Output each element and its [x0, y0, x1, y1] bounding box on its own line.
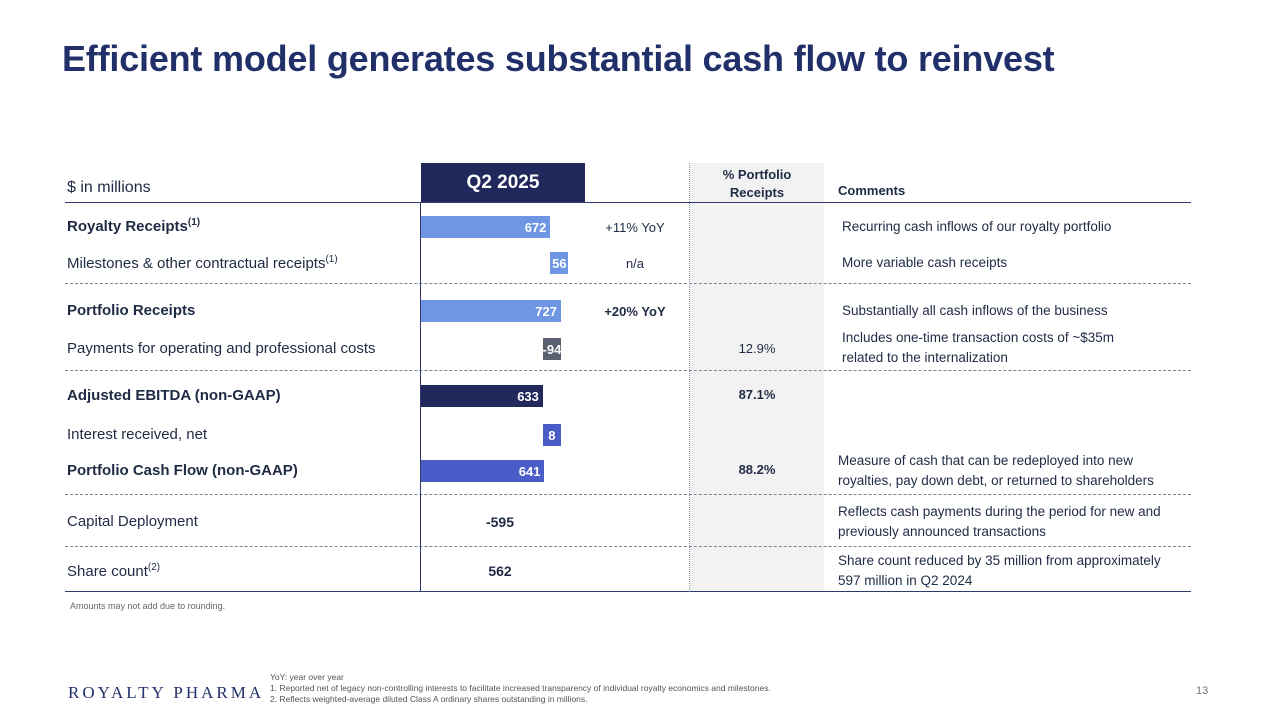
- row-divider: [65, 370, 1191, 371]
- row-label-portfolio-cash-flow: Portfolio Cash Flow (non-GAAP): [67, 462, 298, 479]
- bar-axis: [420, 203, 421, 592]
- comment-pcf-line1: Measure of cash that can be redeployed i…: [838, 453, 1133, 468]
- bar-royalty-receipts: 672: [421, 216, 551, 238]
- row-label-adjusted-ebitda: Adjusted EBITDA (non-GAAP): [67, 387, 281, 404]
- footnote-yoy: YoY: year over year: [270, 672, 344, 682]
- page-number: 13: [1196, 685, 1209, 697]
- comment-milestones: More variable cash receipts: [842, 255, 1008, 270]
- row-divider: [65, 546, 1191, 547]
- period-header: Q2 2025: [421, 163, 585, 203]
- row-divider: [65, 283, 1191, 284]
- comment-payments-line1: Includes one-time transaction costs of ~…: [842, 330, 1115, 345]
- value-share-count: 562: [488, 563, 512, 579]
- comment-payments: Includes one-time transaction costs of ~…: [842, 328, 1114, 368]
- row-label-portfolio-receipts: Portfolio Receipts: [67, 302, 196, 319]
- yoy-portfolio: +20% YoY: [604, 304, 666, 319]
- comment-pcf: Measure of cash that can be redeployed i…: [838, 451, 1154, 491]
- comment-capital: Reflects cash payments during the period…: [838, 502, 1161, 542]
- comment-pcf-line2: royalties, pay down debt, or returned to…: [838, 473, 1154, 488]
- rounding-note: Amounts may not add due to rounding.: [70, 601, 226, 611]
- comment-royalty: Recurring cash inflows of our royalty po…: [842, 219, 1112, 234]
- pct-ebitda: 87.1%: [738, 387, 776, 402]
- row-label-milestones: Milestones & other contractual receipts(…: [67, 254, 338, 272]
- comment-shares: Share count reduced by 35 million from a…: [838, 551, 1161, 591]
- header-rule: [65, 202, 1191, 203]
- pct-portfolio-header: % Portfolio Receipts: [690, 166, 824, 202]
- comment-portfolio: Substantially all cash inflows of the bu…: [842, 303, 1108, 318]
- units-header: $ in millions: [67, 179, 151, 196]
- comment-shares-line2: 597 million in Q2 2024: [838, 573, 973, 588]
- pct-header-line2: Receipts: [729, 185, 785, 200]
- table-bottom-rule: [65, 591, 1191, 592]
- row-divider: [65, 494, 1191, 495]
- row-label-capital-deployment: Capital Deployment: [67, 513, 198, 530]
- page-title: Efficient model generates substantial ca…: [62, 38, 1055, 79]
- yoy-milestones: n/a: [625, 256, 645, 271]
- comment-shares-line1: Share count reduced by 35 million from a…: [838, 553, 1161, 568]
- footnote-1: 1. Reported net of legacy non-controllin…: [270, 683, 771, 693]
- row-label-share-count: Share count(2): [67, 562, 161, 580]
- bar-portfolio-cash-flow: 641: [421, 460, 545, 482]
- bar-payments: -94: [543, 338, 561, 360]
- royalty-pharma-logo: ROYALTY PHARMA: [68, 683, 265, 702]
- footnote-2: 2. Reflects weighted-average diluted Cla…: [270, 694, 588, 704]
- bar-interest: 8: [542, 424, 561, 446]
- pct-column-divider: [689, 163, 690, 592]
- yoy-royalty: +11% YoY: [605, 220, 665, 235]
- pct-column-shade: [690, 163, 824, 591]
- row-label-payments: Payments for operating and professional …: [67, 340, 376, 357]
- comment-capital-line1: Reflects cash payments during the period…: [838, 504, 1161, 519]
- pct-pcf: 88.2%: [738, 462, 776, 477]
- row-label-interest: Interest received, net: [67, 426, 208, 443]
- row-label-royalty-receipts: Royalty Receipts(1): [67, 217, 201, 235]
- footnotes: YoY: year over year 1. Reported net of l…: [270, 672, 771, 705]
- bar-adjusted-ebitda: 633: [421, 385, 543, 407]
- bar-portfolio-receipts: 727: [421, 300, 561, 322]
- comment-payments-line2: related to the internalization: [842, 350, 1008, 365]
- comments-header: Comments: [838, 183, 906, 198]
- value-capital-deployment: -595: [485, 514, 515, 530]
- pct-payments: 12.9%: [738, 341, 776, 356]
- bar-milestones: 56: [550, 252, 569, 274]
- pct-header-line1: % Portfolio: [722, 167, 792, 182]
- comment-capital-line2: previously announced transactions: [838, 524, 1046, 539]
